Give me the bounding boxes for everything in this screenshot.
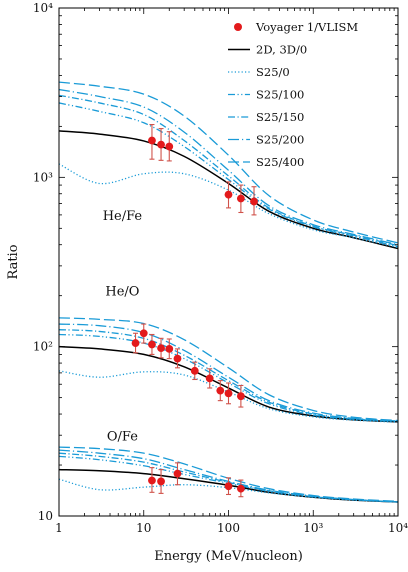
he-o-model-longdash-line [59, 317, 398, 422]
he-o-model-dashdotdot-line [59, 333, 398, 423]
x-tick-label: 10 [136, 521, 151, 535]
he-fe-data-point [148, 136, 156, 145]
he-o-data-point [173, 354, 182, 363]
o-fe-data-point [224, 482, 233, 491]
he-fe-model-longdashdot-line [59, 88, 398, 246]
y-axis-title: Ratio [6, 244, 21, 279]
y-tick-label: 10⁴ [33, 1, 53, 15]
he-o-data-point [205, 374, 214, 383]
he-fe-data-point [157, 140, 165, 149]
he-fe-model-longdash-line [59, 81, 398, 244]
y-tick-label: 10² [33, 340, 53, 354]
he-fe-data-point [250, 197, 258, 206]
he-o-model-longdashdot-line [59, 323, 398, 422]
he-fe-data-point [224, 190, 233, 199]
o-fe-data-point [173, 469, 182, 478]
x-tick-label: 10⁴ [388, 521, 408, 535]
he-o-data-point [236, 392, 245, 401]
panel-labels: He/Fe He/O O/Fe [103, 209, 143, 444]
he-o-data-point [139, 329, 148, 338]
o-fe-model-dotted-line [59, 478, 398, 503]
he-fe-model-dashdotdot-line [59, 102, 398, 248]
he-o-data-point [157, 344, 165, 353]
he-fe-model-dotted-line [59, 163, 398, 249]
he-fe-data-point [165, 142, 174, 151]
legend-label: S25/150 [256, 110, 304, 124]
y-tick-label: 10 [38, 509, 53, 523]
o-fe-data-point [236, 484, 245, 493]
panel-label-o-fe: O/Fe [107, 429, 138, 444]
he-o-data-point [190, 366, 199, 375]
x-axis-title: Energy (MeV/nucleon) [154, 549, 303, 564]
legend-marker-voyager [234, 23, 242, 31]
legend-label: Voyager 1/VLISM [255, 20, 358, 34]
legend-label: S25/100 [256, 88, 304, 102]
he-o-data-point [131, 339, 140, 347]
legend-label: 2D, 3D/0 [256, 43, 307, 57]
legend: Voyager 1/VLISM 2D, 3D/0 S25/0 S25/100 S25/1… [228, 20, 358, 169]
x-tick-label: 1 [55, 521, 63, 535]
he-o-data-point [216, 386, 225, 395]
he-fe-model-dashdot-line [59, 94, 398, 247]
voyager-data [131, 123, 258, 498]
he-fe-data-point [236, 194, 245, 203]
panel-label-he-fe: He/Fe [103, 209, 143, 224]
he-o-model-dashdot-line [59, 329, 398, 422]
he-o-data-point [224, 389, 233, 398]
he-o-data-point [148, 340, 156, 349]
x-tick-label: 100 [217, 521, 240, 535]
legend-label: S25/200 [256, 133, 304, 147]
o-fe-data-point [148, 476, 156, 485]
y-tick-label: 10³ [33, 170, 53, 184]
legend-label: S25/0 [256, 65, 290, 79]
x-tick-label: 10³ [303, 521, 323, 535]
legend-label: S25/400 [256, 155, 304, 169]
panel-label-he-o: He/O [105, 285, 139, 300]
he-o-data-point [165, 345, 174, 353]
o-fe-data-point [157, 477, 165, 486]
